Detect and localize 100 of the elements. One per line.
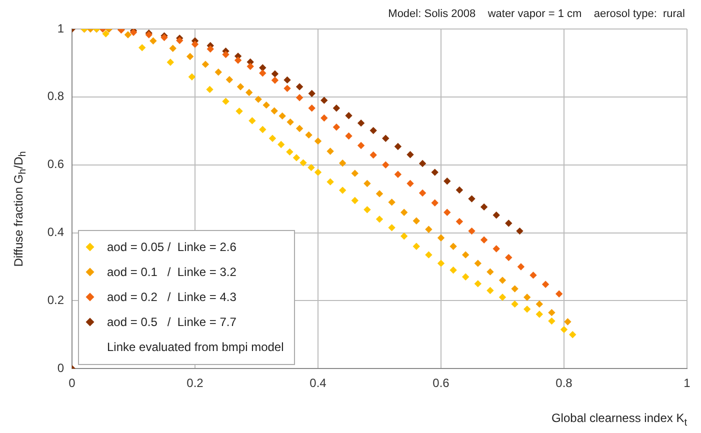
point bbox=[296, 124, 304, 132]
point bbox=[444, 178, 451, 185]
point bbox=[259, 70, 266, 77]
point bbox=[357, 142, 365, 150]
point bbox=[246, 88, 253, 96]
point bbox=[214, 68, 222, 76]
point bbox=[418, 189, 426, 197]
point bbox=[412, 242, 420, 250]
x-tick-label: 0.8 bbox=[556, 376, 573, 390]
point bbox=[492, 212, 500, 219]
point bbox=[388, 198, 396, 206]
point bbox=[308, 90, 316, 98]
x-tick-label: 0 bbox=[68, 376, 76, 390]
point bbox=[425, 226, 432, 233]
point bbox=[320, 96, 328, 104]
legend-label: aod = 0.5 / Linke = 7.7 bbox=[107, 315, 236, 330]
x-tick-label: 1 bbox=[684, 376, 691, 390]
point bbox=[286, 118, 294, 126]
point bbox=[222, 50, 230, 58]
point bbox=[124, 31, 132, 38]
point bbox=[394, 170, 402, 178]
point bbox=[296, 94, 304, 102]
point bbox=[450, 266, 457, 274]
point bbox=[569, 331, 576, 338]
point bbox=[511, 285, 518, 292]
point bbox=[364, 180, 371, 188]
point bbox=[268, 134, 276, 142]
point bbox=[505, 220, 512, 227]
point bbox=[376, 216, 384, 223]
point bbox=[186, 52, 194, 60]
point bbox=[444, 208, 451, 216]
point bbox=[206, 86, 214, 94]
point bbox=[462, 273, 470, 281]
y-tick-label: 1 bbox=[57, 21, 64, 36]
point bbox=[456, 218, 464, 226]
point bbox=[370, 126, 377, 134]
point bbox=[548, 308, 556, 316]
point bbox=[248, 117, 256, 124]
point bbox=[437, 260, 445, 267]
point bbox=[406, 180, 414, 188]
point bbox=[456, 186, 464, 194]
point bbox=[300, 159, 307, 166]
x-axis-title: Global clearness index K$_{t}$ bbox=[551, 411, 687, 428]
point bbox=[236, 83, 244, 90]
point bbox=[382, 134, 390, 142]
point bbox=[339, 160, 346, 167]
point bbox=[308, 164, 315, 172]
y-tick-label: 0.6 bbox=[47, 157, 64, 172]
annotation: Linke evaluated from bmpi model bbox=[106, 339, 284, 356]
point bbox=[564, 318, 572, 326]
point bbox=[284, 76, 291, 84]
point bbox=[364, 206, 371, 214]
legend-label: aod = 0.05 / Linke = 2.6 bbox=[107, 240, 236, 254]
point bbox=[278, 112, 286, 120]
point bbox=[254, 96, 262, 103]
point bbox=[296, 83, 304, 90]
point bbox=[516, 227, 524, 235]
point bbox=[468, 227, 476, 235]
point bbox=[271, 70, 279, 78]
x-tick-label: 0.2 bbox=[186, 376, 204, 390]
point bbox=[450, 242, 457, 250]
point bbox=[492, 245, 500, 252]
point bbox=[486, 286, 494, 294]
point bbox=[524, 294, 531, 301]
point bbox=[138, 44, 146, 52]
point bbox=[206, 45, 214, 53]
point bbox=[188, 73, 196, 80]
point bbox=[345, 132, 352, 140]
point bbox=[498, 294, 506, 301]
point bbox=[548, 317, 556, 325]
y-tick-label: 0.8 bbox=[47, 89, 64, 104]
point bbox=[270, 107, 278, 114]
point bbox=[382, 161, 390, 168]
point bbox=[234, 56, 242, 64]
point bbox=[462, 251, 470, 258]
point bbox=[259, 126, 266, 134]
chart-title: Model: Solis 2008 water vapor = 1 cm aerosol type: rural bbox=[388, 8, 685, 20]
x-tick-label: 0.6 bbox=[432, 376, 450, 390]
point bbox=[236, 108, 243, 115]
point bbox=[498, 276, 506, 284]
point bbox=[560, 326, 568, 334]
point bbox=[305, 131, 312, 139]
point bbox=[102, 30, 110, 38]
point bbox=[486, 268, 494, 276]
y-tick-label: 0.2 bbox=[47, 292, 64, 307]
point bbox=[431, 168, 438, 176]
point bbox=[351, 196, 358, 204]
point bbox=[394, 142, 402, 150]
point bbox=[376, 190, 384, 198]
point bbox=[418, 160, 426, 168]
point bbox=[400, 232, 408, 240]
y-tick-label: 0.4 bbox=[47, 225, 64, 240]
point bbox=[332, 104, 340, 112]
point bbox=[505, 254, 512, 262]
point bbox=[320, 114, 328, 122]
point bbox=[370, 151, 377, 159]
point bbox=[474, 280, 482, 288]
point bbox=[262, 101, 270, 109]
point bbox=[246, 62, 254, 70]
point bbox=[388, 224, 396, 232]
